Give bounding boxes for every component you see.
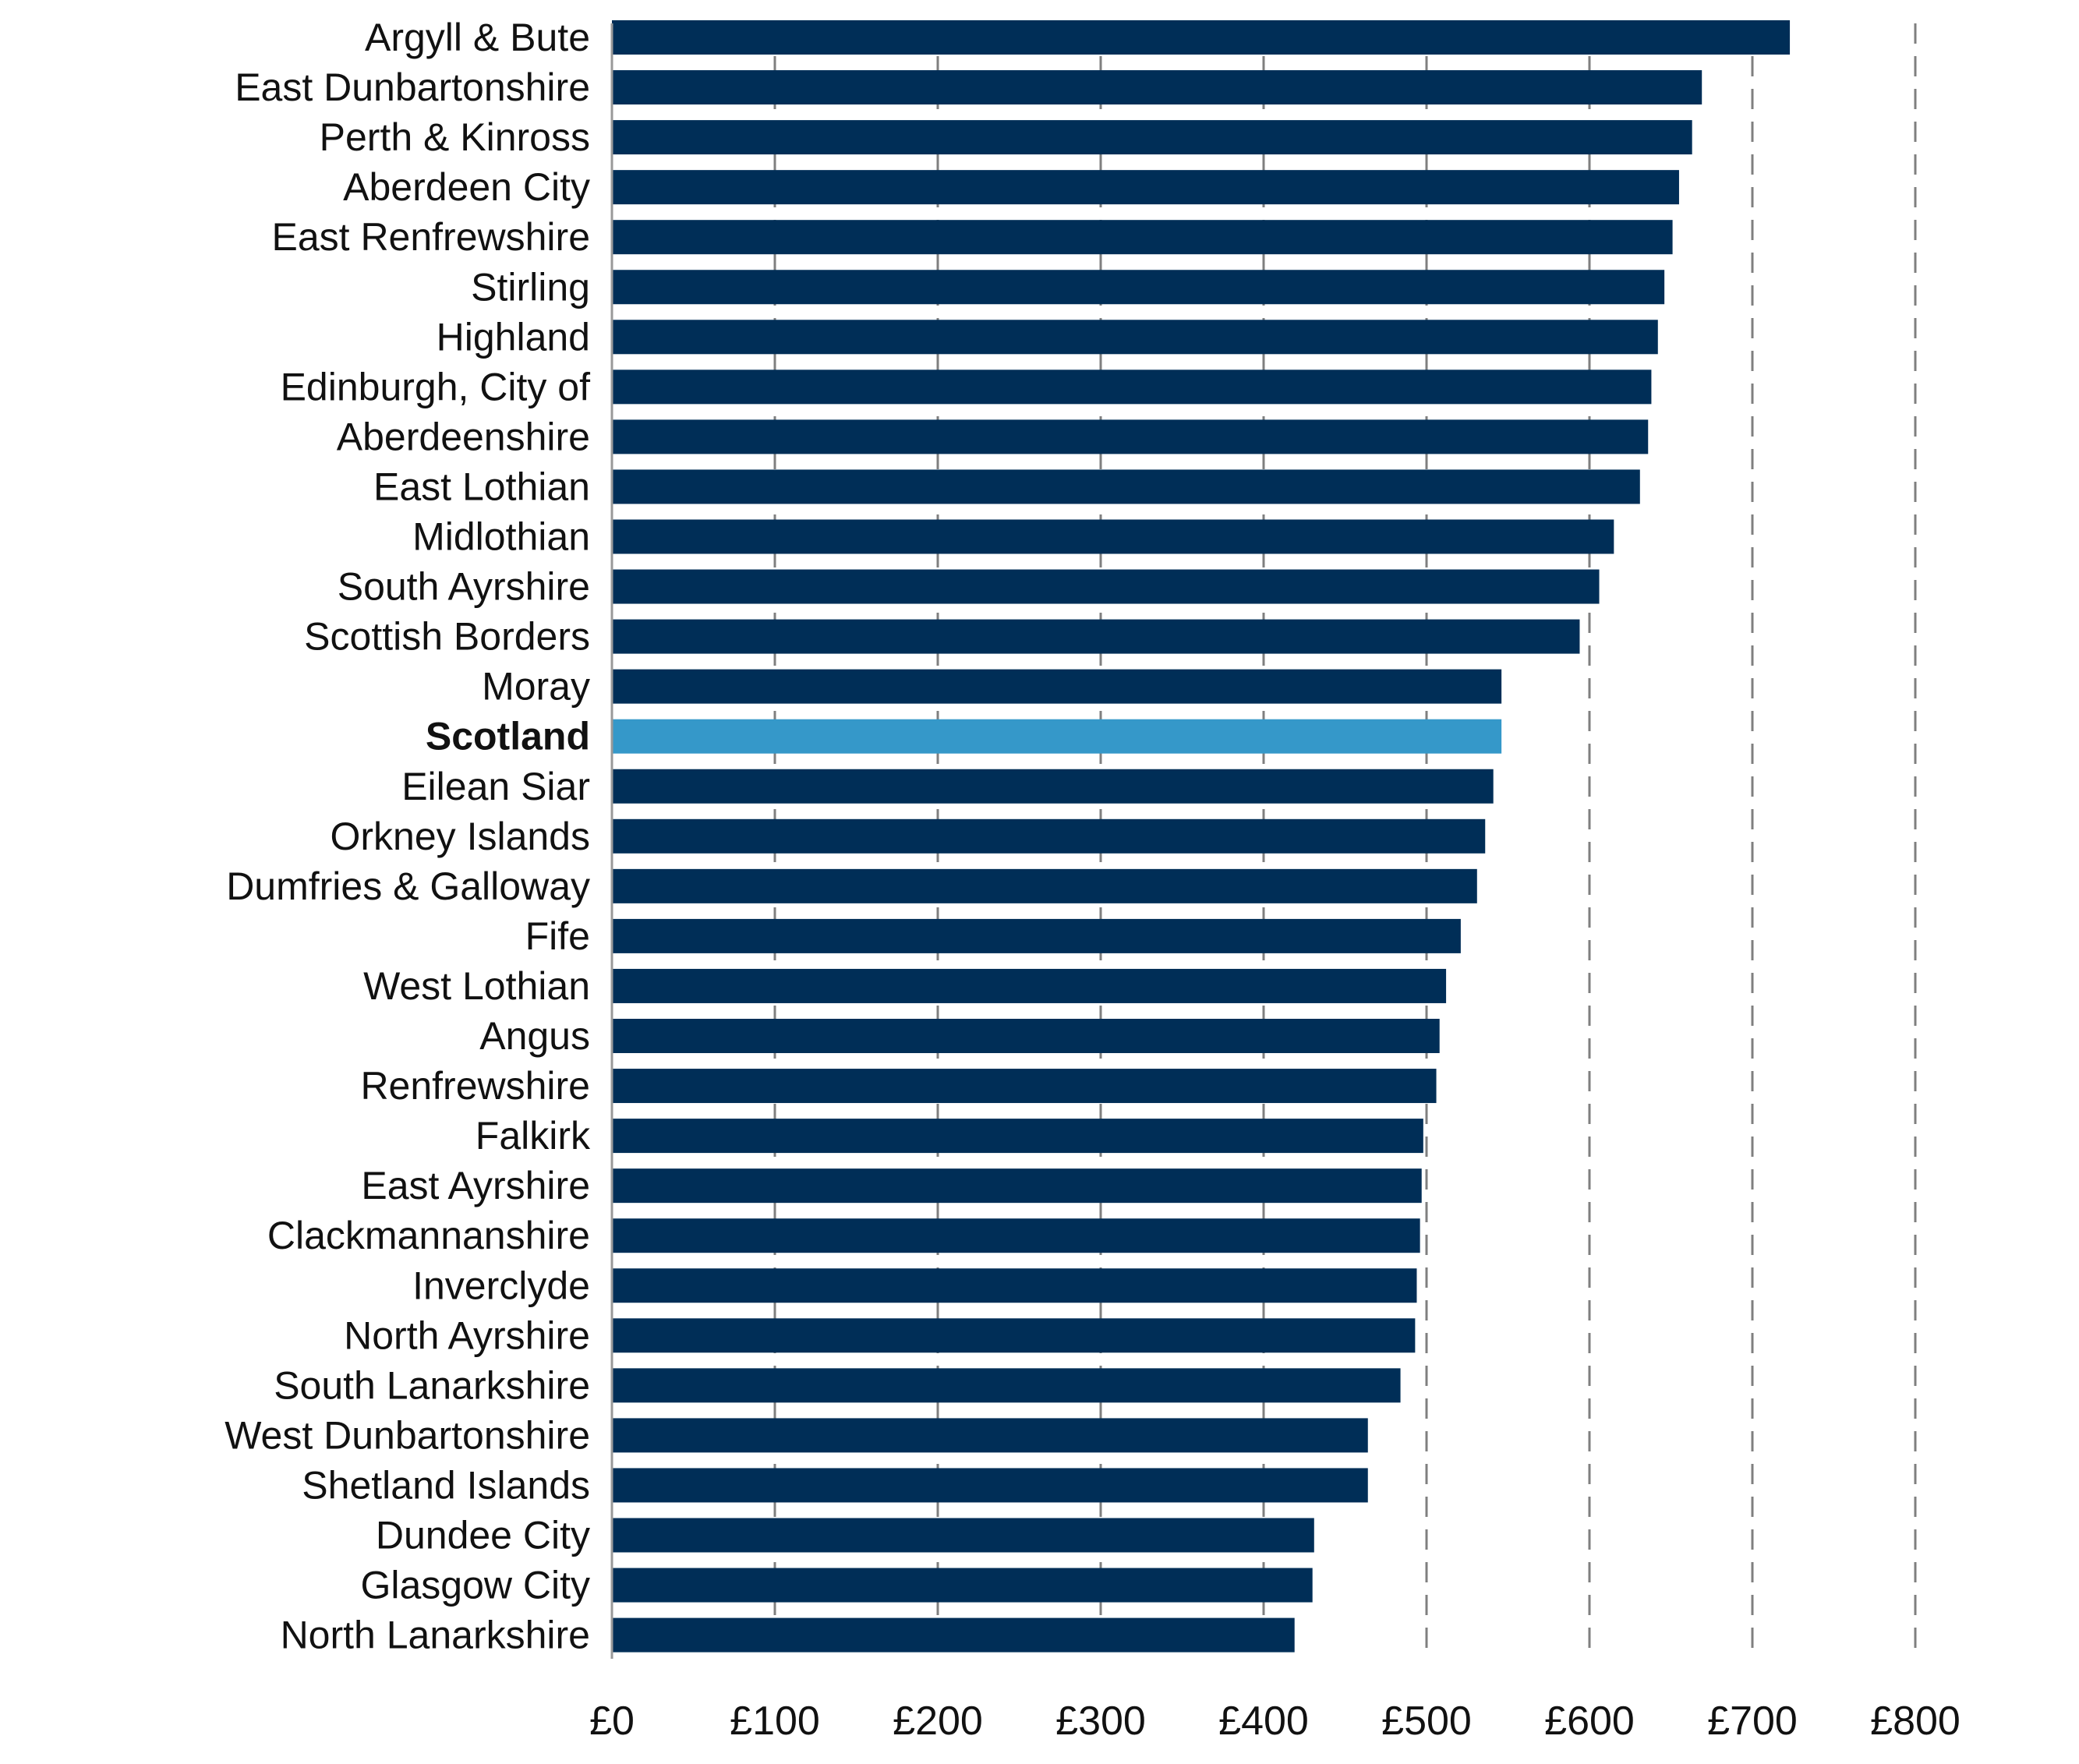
tick-labels: £0 £100 £200 £300 £400 £500 £600 £700 £800	[589, 1699, 1961, 1744]
bar-6	[612, 320, 1658, 355]
tick-label-2: £200	[893, 1699, 983, 1744]
tick-label-5: £500	[1381, 1699, 1472, 1744]
category-label-0: Argyll & Bute	[365, 16, 590, 59]
bar-3	[612, 170, 1679, 205]
category-label-1: East Dunbartonshire	[235, 65, 590, 109]
category-label-24: Clackmannanshire	[267, 1214, 590, 1257]
bars	[612, 20, 1791, 1653]
bar-24	[612, 1218, 1420, 1253]
category-label-16: Orkney Islands	[331, 815, 590, 858]
bar-1	[612, 70, 1702, 105]
bar-10	[612, 519, 1614, 554]
bar-15	[612, 769, 1494, 804]
category-label-4: East Renfrewshire	[272, 215, 591, 259]
category-label-10: Midlothian	[412, 515, 590, 559]
category-label-32: North Lanarkshire	[281, 1614, 590, 1657]
category-label-3: Aberdeen City	[343, 165, 590, 209]
category-label-23: East Ayrshire	[361, 1164, 590, 1207]
bar-8	[612, 419, 1649, 454]
tick-label-8: £800	[1870, 1699, 1961, 1744]
bar-7	[612, 369, 1652, 405]
bar-17	[612, 868, 1477, 903]
category-label-11: South Ayrshire	[338, 565, 590, 609]
tick-label-1: £100	[730, 1699, 820, 1744]
category-label-2: Perth & Kinross	[320, 115, 590, 159]
bar-32	[612, 1617, 1295, 1653]
category-label-6: Highland	[437, 315, 590, 359]
category-label-29: Shetland Islands	[302, 1463, 590, 1507]
category-label-28: West Dunbartonshire	[225, 1413, 590, 1457]
category-label-25: Inverclyde	[412, 1264, 590, 1307]
bar-2	[612, 120, 1692, 155]
bar-21	[612, 1069, 1437, 1104]
bar-18	[612, 918, 1461, 953]
category-label-18: Fife	[525, 914, 590, 958]
bar-27	[612, 1368, 1401, 1403]
category-label-9: East Lothian	[373, 465, 590, 508]
category-label-31: Glasgow City	[360, 1564, 590, 1607]
category-label-13: Moray	[482, 665, 590, 709]
category-label-7: Edinburgh, City of	[281, 365, 591, 408]
category-label-27: South Lanarkshire	[274, 1363, 590, 1407]
bar-26	[612, 1318, 1416, 1353]
bar-25	[612, 1268, 1417, 1303]
tick-label-0: £0	[589, 1699, 635, 1744]
bar-22	[612, 1119, 1423, 1154]
category-label-12: Scottish Borders	[304, 615, 590, 659]
category-label-17: Dumfries & Galloway	[226, 864, 590, 908]
bar-16	[612, 818, 1486, 854]
bar-5	[612, 270, 1665, 305]
bar-13	[612, 669, 1502, 704]
category-label-19: West Lothian	[363, 964, 590, 1008]
category-label-21: Renfrewshire	[360, 1064, 590, 1108]
category-label-8: Aberdeenshire	[337, 415, 590, 458]
bar-11	[612, 569, 1600, 604]
bar-28	[612, 1418, 1368, 1453]
tick-label-7: £700	[1707, 1699, 1798, 1744]
category-label-5: Stirling	[471, 265, 590, 309]
category-label-30: Dundee City	[376, 1514, 590, 1557]
tick-label-3: £300	[1055, 1699, 1146, 1744]
category-label-22: Falkirk	[476, 1114, 591, 1158]
bar-12	[612, 619, 1580, 654]
category-label-15: Eilean Siar	[401, 765, 590, 808]
tick-label-4: £400	[1218, 1699, 1309, 1744]
bar-20	[612, 1019, 1440, 1053]
bar-4	[612, 220, 1673, 255]
category-labels: Argyll & Bute East Dunbartonshire Perth & …	[225, 16, 591, 1657]
bar-14	[612, 719, 1502, 754]
bar-9	[612, 469, 1640, 504]
bar-30	[612, 1518, 1314, 1553]
tick-label-6: £600	[1544, 1699, 1635, 1744]
bar-29	[612, 1468, 1368, 1503]
bar-19	[612, 968, 1447, 1003]
category-label-20: Angus	[479, 1014, 590, 1058]
bar-23	[612, 1168, 1422, 1204]
bar-0	[612, 20, 1791, 55]
bar-31	[612, 1568, 1313, 1603]
category-label-14: Scotland	[426, 715, 590, 758]
category-label-26: North Ayrshire	[344, 1313, 590, 1357]
